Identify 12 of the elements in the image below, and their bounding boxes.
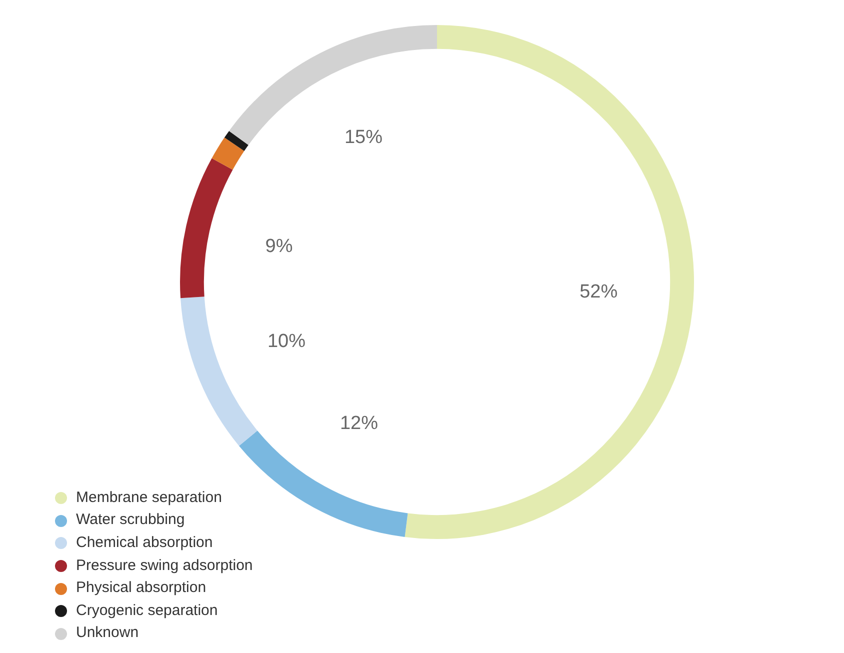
data-label: 12% <box>340 413 378 434</box>
legend-label: Chemical absorption <box>76 533 213 554</box>
data-label: 9% <box>265 236 293 257</box>
legend-label: Cryogenic separation <box>76 600 218 621</box>
legend-label: Water scrubbing <box>76 510 185 530</box>
legend-label: Physical absorption <box>76 578 206 598</box>
legend-label: Unknown <box>76 623 139 644</box>
data-label: 52% <box>580 281 618 302</box>
legend-label: Membrane separation <box>76 488 222 508</box>
legend-label: Pressure swing adsorption <box>76 556 253 576</box>
data-label: 10% <box>267 330 306 352</box>
data-label: 15% <box>344 126 383 148</box>
